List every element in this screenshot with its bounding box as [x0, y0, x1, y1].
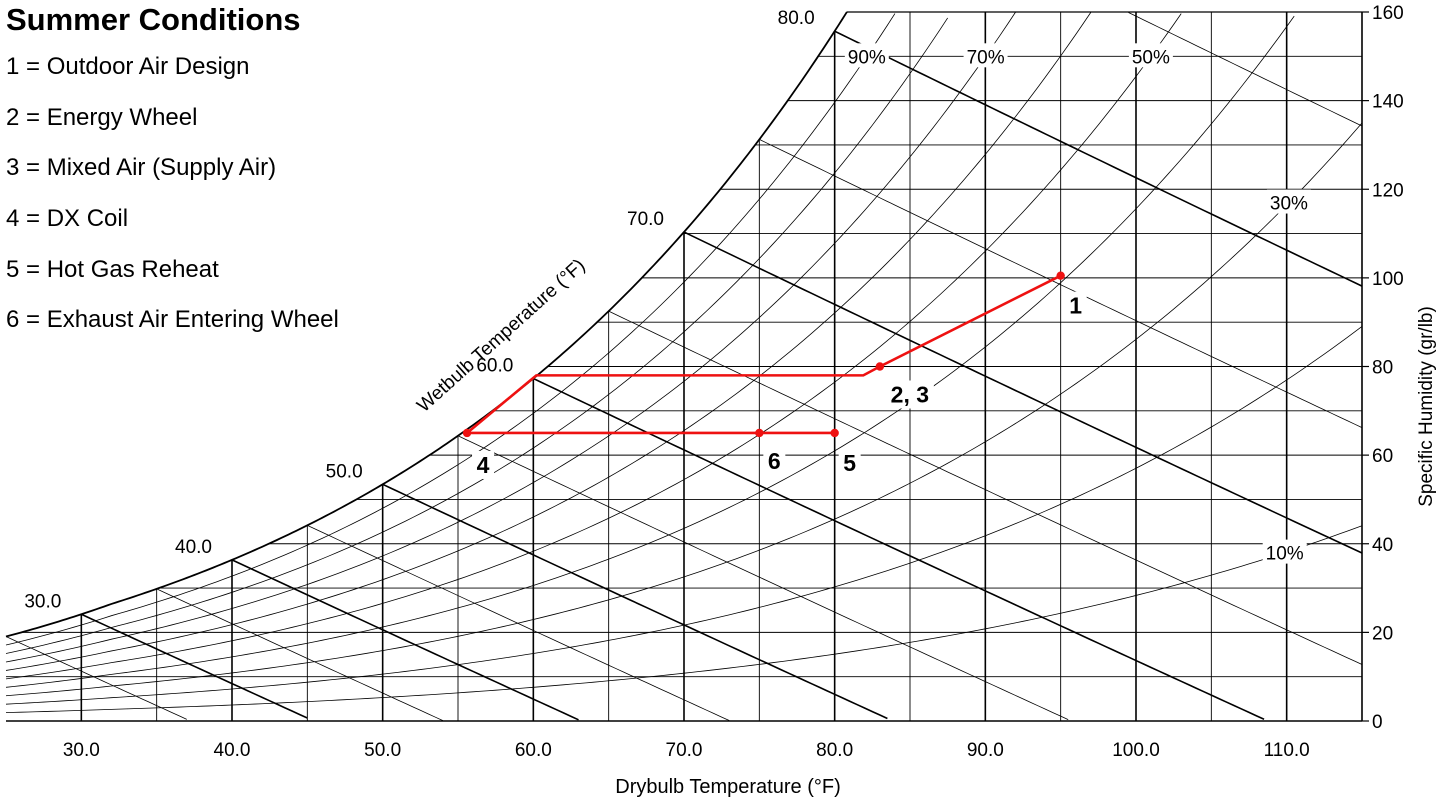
legend-item: 3 = Mixed Air (Supply Air) [6, 154, 277, 182]
state-label-bg [885, 380, 934, 409]
rh-curve [5, 525, 1363, 713]
state-label-bg [763, 446, 786, 475]
saturation-curve [5, 11, 848, 638]
state-label-bg [838, 448, 861, 477]
y-tick-label: 160 [1372, 3, 1404, 24]
state-point [875, 362, 885, 371]
rh-label-bg [1262, 539, 1307, 564]
wetbulb-tick-label: 80.0 [778, 8, 815, 29]
state-label: 6 [768, 448, 781, 474]
x-tick-label: 50.0 [364, 740, 401, 761]
rh-label: 50% [1132, 47, 1170, 68]
rh-label-bg [1266, 189, 1311, 214]
wetbulb-line [382, 483, 888, 720]
wetbulb-line [1128, 12, 1363, 127]
wetbulb-line [231, 559, 579, 721]
rh-label: 30% [1270, 194, 1308, 215]
wetbulb-line [608, 310, 1363, 665]
x-tick-label: 80.0 [816, 740, 853, 761]
legend: 1 = Outdoor Air Design 2 = Energy Wheel … [6, 52, 339, 356]
state-label: 1 [1069, 293, 1082, 319]
wetbulb-line [834, 30, 1363, 287]
state-label: 5 [843, 450, 856, 476]
wetbulb-line [5, 636, 187, 720]
legend-item: 6 = Exhaust Air Entering Wheel [6, 306, 339, 334]
state-point [755, 428, 764, 438]
rh-curve [5, 122, 1363, 697]
state-label-bg [472, 450, 495, 479]
rh-curve [5, 13, 896, 646]
y-tick-label: 0 [1372, 712, 1383, 733]
rh-label-bg [963, 43, 1008, 68]
rh-curve [5, 17, 949, 654]
state-point [462, 428, 472, 438]
rh-curve [5, 12, 1016, 663]
y-tick-label: 40 [1372, 535, 1393, 556]
y-tick-label: 100 [1372, 269, 1404, 290]
y-tick-label: 80 [1372, 358, 1393, 379]
rh-label-bg [1128, 43, 1173, 68]
wetbulb-tick-label: 30.0 [24, 591, 61, 612]
wetbulb-line [307, 524, 730, 721]
x-tick-label: 110.0 [1264, 740, 1310, 761]
x-tick-label: 70.0 [666, 740, 703, 761]
rh-curve [5, 15, 1295, 688]
rh-label: 10% [1266, 544, 1304, 565]
wetbulb-line [80, 613, 308, 719]
y-tick-label: 120 [1372, 180, 1404, 201]
y-axis-title: Specific Humidity (gr/lb) [1416, 306, 1437, 507]
rh-label: 70% [967, 47, 1005, 68]
state-label: 4 [477, 452, 490, 478]
x-axis-title: Drybulb Temperature (°F) [615, 776, 840, 798]
state-point [1056, 271, 1065, 280]
rh-label-bg [844, 43, 889, 68]
chart-title: Summer Conditions [6, 2, 301, 37]
x-tick-label: 60.0 [515, 740, 552, 761]
x-tick-label: 100.0 [1112, 740, 1160, 761]
legend-item: 2 = Energy Wheel [6, 103, 198, 131]
wetbulb-line [156, 588, 444, 721]
rh-curve [5, 13, 1182, 680]
wetbulb-tick-label: 60.0 [476, 356, 513, 377]
y-tick-label: 20 [1372, 623, 1393, 644]
rh-label: 90% [848, 47, 886, 68]
legend-item: 5 = Hot Gas Reheat [6, 255, 219, 283]
x-tick-label: 30.0 [63, 740, 100, 761]
wetbulb-line [759, 139, 1363, 428]
y-tick-label: 140 [1372, 92, 1404, 113]
state-point [830, 428, 839, 438]
state-label: 2, 3 [891, 382, 929, 408]
x-tick-label: 40.0 [214, 740, 251, 761]
chart-grid [5, 11, 1363, 722]
rh-curve [5, 12, 1092, 671]
legend-item: 4 = DX Coil [6, 205, 129, 233]
wetbulb-tick-label: 40.0 [175, 537, 212, 558]
wetbulb-tick-label: 50.0 [326, 461, 363, 482]
y-tick-label: 60 [1372, 446, 1393, 467]
state-label-bg [1064, 291, 1087, 320]
legend-item: 1 = Outdoor Air Design [6, 53, 250, 80]
wetbulb-line [532, 377, 1265, 721]
wetbulb-line [457, 435, 1069, 720]
x-tick-label: 90.0 [967, 740, 1004, 761]
wetbulb-line [683, 231, 1363, 554]
wetbulb-tick-label: 70.0 [627, 209, 664, 230]
